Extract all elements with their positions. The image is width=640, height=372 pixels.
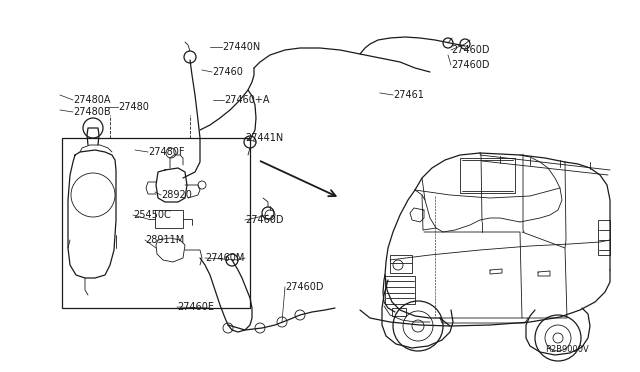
Text: 28911M: 28911M bbox=[145, 235, 184, 245]
Text: 27460M: 27460M bbox=[205, 253, 244, 263]
Bar bbox=[390, 255, 412, 273]
Text: 25450C: 25450C bbox=[133, 210, 171, 220]
Text: 27460E: 27460E bbox=[177, 302, 214, 312]
Text: R2B9000V: R2B9000V bbox=[545, 346, 589, 355]
Text: 27460: 27460 bbox=[212, 67, 243, 77]
Text: 27460D: 27460D bbox=[451, 60, 490, 70]
Text: 27441N: 27441N bbox=[245, 133, 284, 143]
Text: 27480: 27480 bbox=[118, 102, 149, 112]
Bar bbox=[392, 308, 406, 316]
Text: 27460D: 27460D bbox=[451, 45, 490, 55]
Text: 27461: 27461 bbox=[393, 90, 424, 100]
Bar bbox=[62, 138, 250, 308]
Bar bbox=[460, 158, 515, 193]
Text: 27480B: 27480B bbox=[73, 107, 111, 117]
Bar bbox=[385, 276, 415, 304]
Text: 27460D: 27460D bbox=[285, 282, 323, 292]
Text: 27460D: 27460D bbox=[245, 215, 284, 225]
Text: 27480A: 27480A bbox=[73, 95, 111, 105]
Text: 27460+A: 27460+A bbox=[224, 95, 269, 105]
Text: 27480F: 27480F bbox=[148, 147, 184, 157]
Bar bbox=[598, 220, 610, 255]
Bar bbox=[155, 210, 183, 228]
Text: 27440N: 27440N bbox=[222, 42, 260, 52]
Text: 28920: 28920 bbox=[161, 190, 192, 200]
